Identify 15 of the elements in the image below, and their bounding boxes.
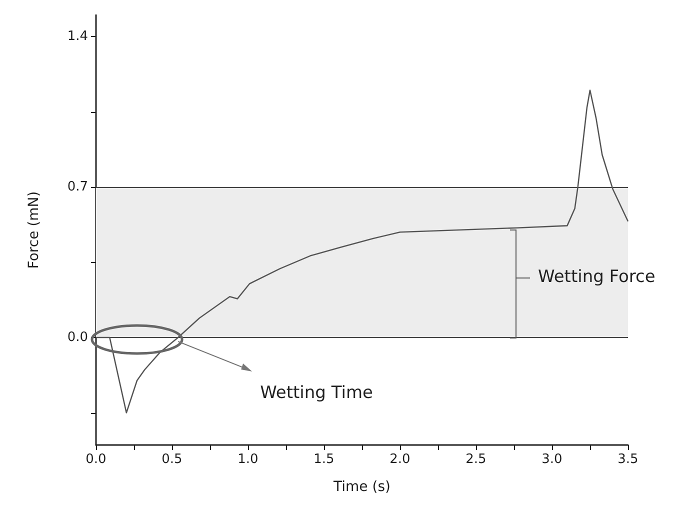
- x-tick-label: 2.0: [390, 452, 410, 467]
- x-tick-label: 3.0: [542, 452, 562, 467]
- x-tick-label: 3.5: [618, 452, 638, 467]
- x-tick-label: 1.5: [314, 452, 334, 467]
- y-tick-label: 0.7: [67, 180, 88, 194]
- y-tick-label: 1.4: [67, 29, 88, 44]
- x-tick-label: 1.0: [238, 452, 258, 467]
- x-axis-title: Time (s): [332, 479, 390, 495]
- y-tick-label: 0.0: [67, 330, 88, 345]
- x-tick-label: 0.5: [162, 452, 182, 467]
- annotation: Wetting Time: [260, 382, 373, 402]
- annotation: Wetting Force: [538, 267, 656, 287]
- y-axis-title: Force (mN): [26, 191, 42, 269]
- x-tick-label: 2.5: [466, 452, 486, 467]
- x-tick-label: 0.0: [86, 452, 106, 467]
